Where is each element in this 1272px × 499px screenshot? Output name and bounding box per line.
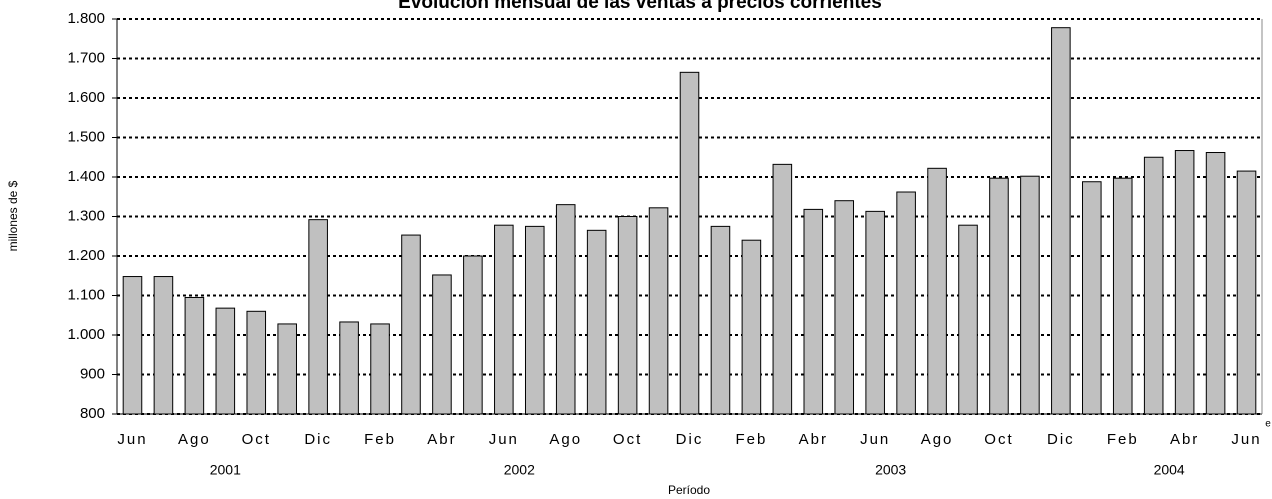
- bar: [958, 224, 978, 415]
- x-tick-label: Oct: [984, 431, 1013, 448]
- x-tick-label: Dic: [676, 431, 704, 448]
- bar: [679, 71, 700, 415]
- bar: [153, 276, 174, 415]
- y-tick-label: 1.300: [67, 207, 105, 224]
- bar: [834, 200, 855, 415]
- bar: [865, 210, 885, 415]
- bar: [277, 323, 297, 415]
- x-tick-label: Dic: [304, 431, 332, 448]
- bar: [401, 234, 421, 415]
- bar: [617, 216, 638, 415]
- x-tick-label: Abr: [799, 431, 828, 448]
- bar: [741, 239, 762, 415]
- bar: [308, 219, 328, 415]
- x-tick-label: Feb: [1107, 431, 1139, 448]
- bar: [896, 191, 916, 415]
- bar: [989, 177, 1009, 415]
- x-tick-label: Abr: [1170, 431, 1199, 448]
- bar: [370, 323, 390, 415]
- bar: [184, 296, 205, 415]
- x-tick-label: Dic: [1047, 431, 1075, 448]
- bar: [339, 321, 359, 415]
- x-group-label: 2002: [504, 462, 535, 478]
- x-tick-label: Feb: [364, 431, 396, 448]
- y-tick-label: 1.800: [67, 10, 105, 27]
- bar: [246, 310, 267, 415]
- x-group-label: 2001: [210, 462, 241, 478]
- bar: [555, 204, 576, 415]
- y-tick-label: 1.100: [67, 286, 105, 303]
- x-tick-label: Oct: [242, 431, 271, 448]
- x-group-label: 2004: [1154, 462, 1185, 478]
- bar: [524, 225, 545, 415]
- bar: [927, 167, 947, 415]
- x-tick-label: Jun: [860, 431, 890, 448]
- bar: [803, 208, 824, 415]
- y-tick-label: 1.500: [67, 128, 105, 145]
- x-tick-label: Jun: [1231, 431, 1261, 448]
- y-axis-label: millones de $: [6, 180, 20, 251]
- x-tick-label: Ago: [921, 431, 954, 448]
- bar: [1236, 170, 1257, 415]
- y-tick-label: 900: [80, 365, 105, 382]
- bar: [463, 255, 483, 415]
- bar: [710, 225, 731, 415]
- bar: [1082, 181, 1102, 415]
- bar: [772, 163, 793, 415]
- bar: [586, 229, 607, 415]
- x-tick-label: Jun: [117, 431, 147, 448]
- x-tick-label: Jun: [489, 431, 519, 448]
- y-tick-label: 1.600: [67, 89, 105, 106]
- bar: [1143, 156, 1164, 415]
- bar: [122, 276, 143, 415]
- y-tick-label: 1.000: [67, 326, 105, 343]
- x-axis-label: Período: [668, 483, 710, 497]
- chart-title: Evolución mensual de las ventas a precio…: [398, 0, 882, 13]
- bar: [1112, 177, 1133, 415]
- bar: [1051, 27, 1071, 415]
- bar: [494, 224, 514, 415]
- bar: [648, 207, 669, 415]
- bar: [1174, 150, 1195, 415]
- x-tick-label: Feb: [735, 431, 767, 448]
- bar: [1020, 175, 1040, 415]
- y-tick-label: 800: [80, 405, 105, 422]
- bar: [1205, 152, 1226, 415]
- x-note: e: [1265, 419, 1271, 430]
- x-tick-label: Ago: [178, 431, 211, 448]
- x-tick-label: Oct: [613, 431, 642, 448]
- bar: [432, 274, 452, 415]
- x-tick-label: Abr: [427, 431, 456, 448]
- y-tick-label: 1.700: [67, 49, 105, 66]
- x-group-label: 2003: [875, 462, 906, 478]
- bar: [215, 307, 236, 415]
- y-tick-label: 1.400: [67, 168, 105, 185]
- x-tick-label: Ago: [549, 431, 582, 448]
- y-tick-label: 1.200: [67, 247, 105, 264]
